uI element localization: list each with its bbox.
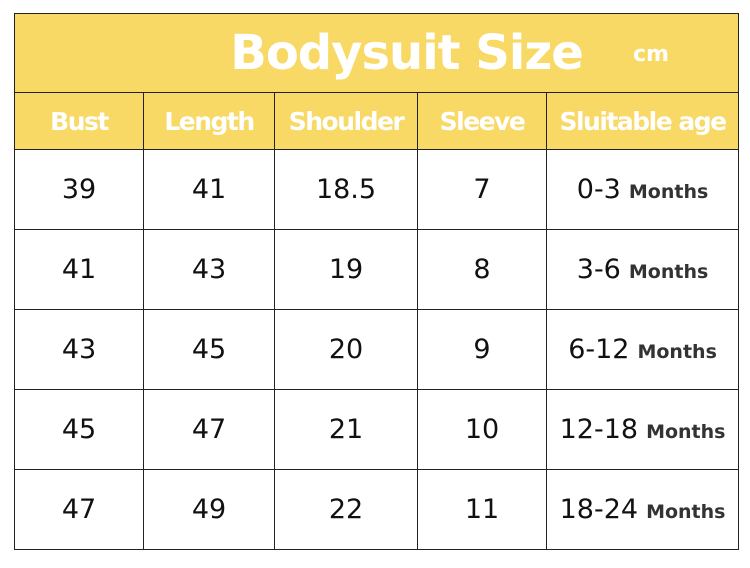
- cell-shoulder: 22: [274, 469, 418, 550]
- cell-length: 41: [143, 149, 275, 230]
- column-header-shoulder: Shoulder: [274, 92, 418, 150]
- cell-age: 3-6 Months: [545, 229, 740, 310]
- table-row: 45 47 21 10 12-18 Months: [14, 389, 740, 470]
- column-header-bust: Bust: [14, 92, 144, 150]
- cell-bust: 45: [14, 389, 144, 470]
- cell-shoulder: 19: [274, 229, 418, 310]
- cell-sleeve: 9: [417, 309, 547, 390]
- cell-length: 49: [143, 469, 275, 550]
- cell-age: 12-18 Months: [545, 389, 740, 470]
- column-header-sleeve: Sleeve: [417, 92, 547, 150]
- cell-age: 6-12 Months: [545, 309, 740, 390]
- title-row: Bodysuit Size cm: [13, 13, 740, 93]
- cell-length: 47: [143, 389, 275, 470]
- cell-age: 18-24 Months: [545, 469, 740, 550]
- unit-label: cm: [633, 42, 669, 67]
- age-unit: Months: [628, 261, 709, 283]
- table-row: 43 45 20 9 6-12 Months: [14, 309, 740, 390]
- cell-bust: 47: [14, 469, 144, 550]
- table-row: 47 49 22 11 18-24 Months: [14, 469, 740, 550]
- cell-sleeve: 8: [417, 229, 547, 310]
- age-range: 3-6: [576, 254, 621, 285]
- column-header-length: Length: [143, 92, 275, 150]
- title-cell: Bodysuit Size cm: [13, 13, 740, 93]
- cell-length: 43: [143, 229, 275, 310]
- age-range: 0-3: [576, 174, 621, 205]
- cell-shoulder: 18.5: [274, 149, 418, 230]
- header-row: Bust Length Shoulder Sleeve Sluitable ag…: [14, 92, 740, 150]
- age-unit: Months: [628, 181, 709, 203]
- cell-shoulder: 20: [274, 309, 418, 390]
- cell-sleeve: 7: [417, 149, 547, 230]
- cell-bust: 39: [14, 149, 144, 230]
- age-range: 18-24: [559, 494, 639, 525]
- size-chart-table: Bodysuit Size cm Bust Length Shoulder Sl…: [13, 13, 740, 550]
- cell-length: 45: [143, 309, 275, 390]
- cell-bust: 41: [14, 229, 144, 310]
- age-unit: Months: [646, 501, 726, 523]
- column-header-age: Sluitable age: [545, 92, 740, 150]
- age-range: 12-18: [559, 414, 639, 445]
- age-range: 6-12: [568, 334, 630, 365]
- age-unit: Months: [637, 341, 717, 363]
- table-row: 39 41 18.5 7 0-3 Months: [14, 149, 740, 230]
- cell-sleeve: 11: [417, 469, 547, 550]
- table-row: 41 43 19 8 3-6 Months: [14, 229, 740, 310]
- cell-shoulder: 21: [274, 389, 418, 470]
- cell-age: 0-3 Months: [545, 149, 740, 230]
- age-unit: Months: [646, 421, 726, 443]
- cell-sleeve: 10: [417, 389, 547, 470]
- chart-title: Bodysuit Size: [230, 25, 584, 81]
- cell-bust: 43: [14, 309, 144, 390]
